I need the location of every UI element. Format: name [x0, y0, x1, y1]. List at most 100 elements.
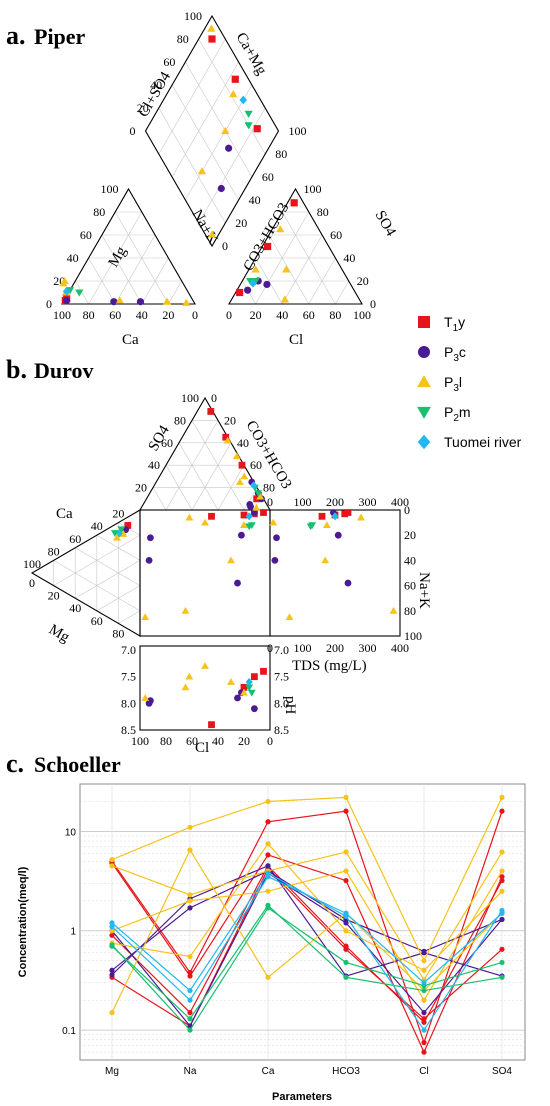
schoeller-point — [499, 868, 505, 874]
durov-tds-point — [341, 510, 349, 518]
legend-label-main: P — [444, 344, 453, 360]
legend-label-suffix: c — [459, 344, 466, 360]
piper-clso4-label: Cl+SO4 — [136, 69, 175, 120]
piper-diamond — [144, 14, 280, 248]
legend-label: P2m — [444, 404, 471, 424]
durov-tds-point — [344, 579, 352, 587]
piper-clso4-tick: 0 — [130, 124, 136, 138]
piper-diamond-gridline — [158, 38, 226, 155]
piper-camg-label: Ca+Mg — [233, 30, 270, 78]
schoeller-point — [343, 808, 349, 814]
durov-nak-tick: 80 — [404, 604, 416, 618]
durov-main-point — [147, 534, 154, 542]
schoeller-point — [421, 1027, 427, 1033]
durov-main-point — [238, 531, 245, 539]
durov-ph-point — [145, 699, 153, 707]
durov-main-point — [181, 606, 190, 614]
durov-main-point — [185, 513, 194, 521]
schoeller-xtick: Cl — [419, 1066, 428, 1077]
legend-label: T1y — [444, 314, 465, 334]
durov-main-point — [245, 523, 254, 531]
durov-tds-point — [271, 557, 279, 564]
legend-marker-triangle-down — [417, 406, 431, 419]
schoeller-point — [265, 902, 271, 908]
panel-b-name: Durov — [34, 358, 94, 383]
schoeller-point — [187, 892, 193, 898]
durov-tds-point — [321, 556, 330, 564]
schoeller-point — [499, 916, 505, 923]
durov-tds-label: TDS (mg/L) — [292, 658, 367, 674]
piper-ca-tick: 60 — [109, 308, 121, 322]
piper-mg-tick: 60 — [80, 228, 92, 242]
schoeller-point — [343, 943, 349, 949]
durov-anion-gridline — [165, 465, 193, 511]
durov-so4-tick: 80 — [174, 413, 186, 427]
durov-ph-point — [251, 705, 258, 713]
piper-anion-point — [236, 288, 244, 297]
schoeller-point — [343, 913, 349, 919]
durov-ph-point — [260, 667, 267, 675]
durov-tds-point — [273, 534, 280, 542]
durov-anion-point — [256, 492, 265, 500]
legend-label-main: Tuomei river — [444, 434, 522, 450]
panel-a-name: Piper — [34, 24, 86, 49]
schoeller-point — [265, 852, 271, 858]
legend-label-main: P — [444, 374, 453, 390]
piper-diamond-point — [244, 110, 253, 118]
durov-grid — [53, 420, 258, 624]
durov-ph-tick-left: 8.0 — [121, 696, 136, 710]
durov-anion-gridline — [191, 442, 232, 511]
piper-cation-point — [110, 298, 118, 306]
durov-ph-tick-right: 8.0 — [274, 696, 289, 710]
durov-ph-point — [234, 694, 241, 702]
piper-diamond-point — [217, 184, 225, 193]
piper-diamond-point — [244, 122, 253, 130]
schoeller-point — [499, 794, 505, 800]
piper-nak-label: Na+K — [189, 207, 221, 247]
durov-co3-tick: 80 — [263, 481, 275, 495]
piper-anion-point — [263, 242, 272, 251]
schoeller-point — [343, 920, 349, 926]
durov-nak-tick: 20 — [404, 528, 416, 542]
piper-diamond-point — [229, 90, 238, 98]
piper-anion-point — [290, 199, 298, 207]
durov-main-point — [145, 557, 153, 564]
legend-label-sub: 3 — [453, 353, 459, 364]
schoeller-point — [421, 1039, 427, 1046]
durov-anion-gridline — [152, 487, 167, 511]
piper-cation-gridline — [168, 280, 182, 305]
schoeller-xtick: Mg — [105, 1066, 119, 1077]
durov-ph-point — [240, 688, 248, 696]
piper-camg-tick: 0 — [222, 239, 228, 253]
durov-cl-tick: 60 — [186, 734, 198, 748]
piper-cation-gridline — [75, 280, 89, 305]
piper-anion-gridline — [308, 257, 336, 305]
schoeller-xtick: Na — [184, 1066, 197, 1077]
panel-a-letter: a. — [6, 21, 26, 50]
durov-anion-point — [254, 490, 263, 498]
durov-tds-tick-bottom: 0 — [267, 641, 273, 655]
piper-co3hco3-label: CO3+HCO3 — [241, 200, 293, 274]
schoeller-point — [499, 849, 505, 855]
durov-tds-tick-top: 0 — [267, 495, 273, 509]
durov-main-point — [240, 521, 248, 529]
piper-mg-tick: 40 — [67, 251, 79, 265]
durov-main-point — [201, 518, 209, 526]
piper-ca-tick: 100 — [53, 308, 71, 322]
durov-ph-tick-left: 7.0 — [121, 643, 136, 657]
durov-tds-point — [389, 606, 398, 614]
durov-ph-point — [240, 683, 248, 691]
durov-anion-triangle — [139, 396, 271, 511]
piper-cl-tick: 80 — [329, 308, 341, 322]
schoeller-xtick: SO4 — [492, 1066, 512, 1077]
piper-cation-point — [136, 298, 145, 306]
durov-anion-point — [222, 433, 230, 441]
durov-anion-point — [238, 461, 246, 469]
piper-diamond-point — [221, 126, 230, 135]
legend-label-suffix: m — [459, 404, 471, 420]
piper-so4-tick: 100 — [304, 182, 322, 196]
schoeller-point — [499, 808, 505, 814]
schoeller-point — [499, 946, 505, 952]
